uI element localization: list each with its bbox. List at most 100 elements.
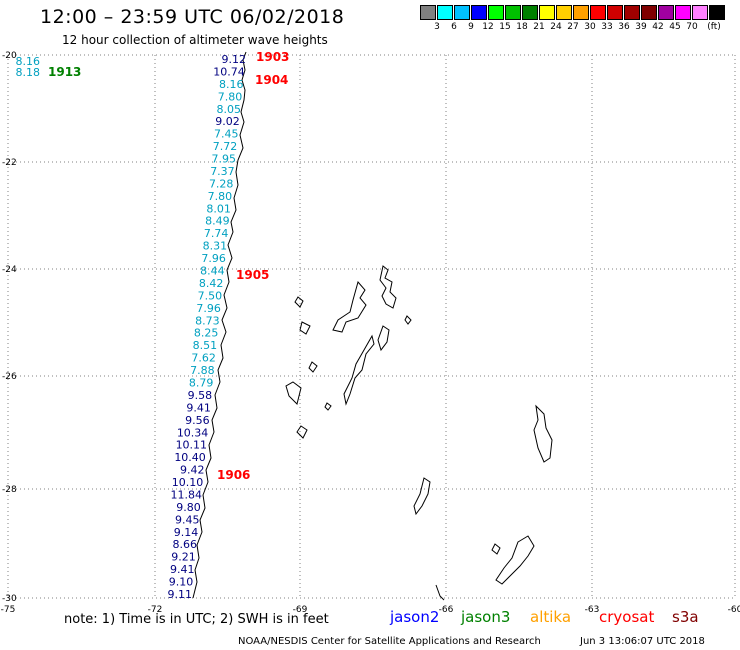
- lon-label: -72: [148, 605, 163, 615]
- legend-tick: 24: [550, 22, 562, 32]
- pass-label: 1904: [255, 73, 288, 87]
- legend-swatch: [692, 5, 708, 20]
- legend-tick: 9: [468, 22, 474, 32]
- lon-label: -60: [728, 605, 740, 615]
- pass-label: 1913: [48, 65, 81, 79]
- lat-lon-grid: [7, 54, 736, 599]
- legend-tick: 6: [451, 22, 457, 32]
- wave-height-value: 8.51: [193, 339, 218, 352]
- wave-height-value: 9.45: [175, 513, 200, 526]
- map-subtitle: 12 hour collection of altimeter wave hei…: [62, 33, 328, 47]
- wave-height-value: 8.42: [199, 277, 224, 290]
- legend-swatch: [505, 5, 521, 20]
- legend-tick: 30: [584, 22, 596, 32]
- wave-height-value: 7.80: [218, 90, 243, 103]
- island: [377, 325, 390, 352]
- wave-height-value: 9.56: [185, 414, 210, 427]
- map-title: 12:00 – 23:59 UTC 06/02/2018: [40, 6, 345, 28]
- wave-height-value: 7.45: [214, 128, 239, 141]
- legend-swatch: [658, 5, 674, 20]
- legend-tick: 12: [482, 22, 494, 32]
- wave-height-value: 9.10: [169, 576, 194, 589]
- legend-swatch: [590, 5, 606, 20]
- wave-height-value: 9.02: [215, 115, 240, 128]
- legend-tick: 45: [669, 22, 681, 32]
- lat-label: -22: [2, 158, 17, 168]
- wave-height-value: 7.74: [204, 227, 229, 240]
- wave-height-value: 9.41: [170, 563, 195, 576]
- wave-height-value: 8.05: [216, 103, 241, 116]
- lon-label: -69: [293, 605, 308, 615]
- wave-height-value: 7.28: [209, 177, 234, 190]
- wave-height-value: 7.95: [211, 153, 236, 166]
- wave-height-value: 8.73: [195, 314, 220, 327]
- chile-coastline: [192, 51, 247, 599]
- footer-note: note: 1) Time is in UTC; 2) SWH is in fe…: [64, 612, 329, 627]
- legend-swatch: [420, 5, 436, 20]
- island: [379, 265, 397, 309]
- wave-height-value: 10.11: [176, 439, 208, 452]
- legend-swatch: [437, 5, 453, 20]
- wave-height-value: 8.18: [16, 66, 41, 79]
- wave-height-value: 9.14: [174, 526, 199, 539]
- island: [533, 404, 553, 463]
- wave-height-value: 7.62: [191, 352, 216, 365]
- legend-swatch: [556, 5, 572, 20]
- wave-height-value: 8.25: [194, 327, 219, 340]
- island: [332, 280, 367, 333]
- wave-height-value: 7.80: [208, 190, 233, 203]
- island: [343, 334, 375, 406]
- satellite-cryosat: cryosat: [599, 608, 655, 626]
- island: [296, 425, 308, 439]
- wave-height-value: 7.37: [210, 165, 235, 178]
- island: [413, 477, 431, 516]
- satellite-jason2: jason2: [390, 608, 440, 626]
- island: [308, 361, 318, 373]
- legend-tick: 36: [618, 22, 630, 32]
- island: [294, 296, 304, 308]
- lon-label: -63: [585, 605, 600, 615]
- island: [324, 402, 332, 411]
- lat-label: -26: [2, 372, 17, 382]
- satellite-altika: altika: [530, 608, 572, 626]
- wave-height-value: 8.01: [206, 202, 231, 215]
- legend-swatch: [675, 5, 691, 20]
- legend-swatch: [709, 5, 725, 20]
- generation-timestamp: Jun 3 13:06:07 UTC 2018: [580, 636, 705, 647]
- longitude-labels: -75 -72 -69 -66 -63 -60: [1, 605, 740, 615]
- lat-label: -30: [2, 594, 17, 604]
- pass-label: 1905: [236, 268, 269, 282]
- wave-height-value: 8.66: [173, 538, 198, 551]
- legend-swatch: [454, 5, 470, 20]
- lat-label: -28: [2, 485, 17, 495]
- lat-label: -24: [2, 265, 17, 275]
- island: [285, 381, 302, 405]
- legend-tick: 42: [652, 22, 664, 32]
- legend-swatch: [624, 5, 640, 20]
- legend-tick: 18: [516, 22, 528, 32]
- legend-swatch: [573, 5, 589, 20]
- wave-height-track: 9.1210.748.167.808.059.027.457.727.957.3…: [168, 53, 247, 601]
- island: [404, 315, 412, 325]
- island: [495, 535, 535, 585]
- wave-height-value: 8.16: [219, 78, 244, 91]
- pass-label: 1903: [256, 50, 289, 64]
- wave-height-value: 9.80: [176, 501, 201, 514]
- legend-tick: 27: [567, 22, 579, 32]
- wave-height-value: 9.58: [188, 389, 213, 402]
- legend-tick: 33: [601, 22, 613, 32]
- legend-tick: 21: [533, 22, 545, 32]
- coastline-segment: [435, 584, 445, 601]
- wave-height-value: 9.41: [186, 401, 211, 414]
- legend-tick: 39: [635, 22, 647, 32]
- satellite-jason3: jason3: [461, 608, 511, 626]
- pass-labels: 1903 1904 1905 1906 1913: [48, 50, 289, 482]
- legend-tick: 3: [434, 22, 440, 32]
- legend-swatch: [539, 5, 555, 20]
- wave-height-value: 8.31: [203, 240, 228, 253]
- wave-height-value: 10.10: [172, 476, 204, 489]
- lon-label: -66: [439, 605, 454, 615]
- wave-height-value: 9.42: [180, 464, 205, 477]
- wave-height-value: 11.84: [171, 488, 203, 501]
